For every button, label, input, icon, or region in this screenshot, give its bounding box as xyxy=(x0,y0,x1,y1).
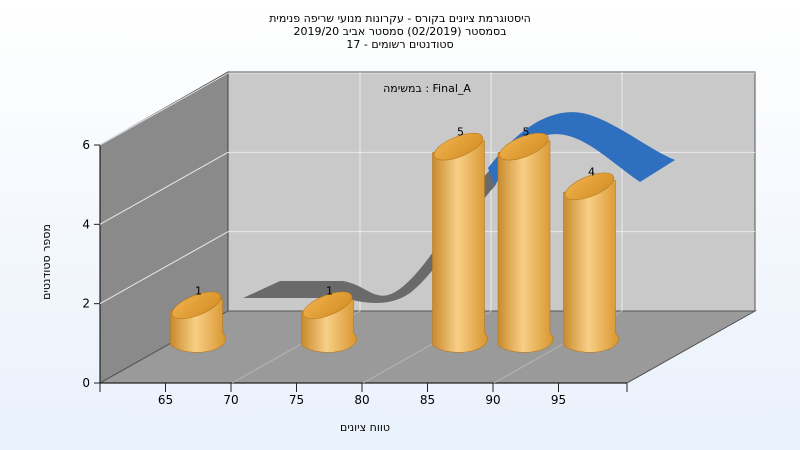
bar-top xyxy=(499,132,549,161)
bar: 1 xyxy=(301,284,357,353)
x-tick-label: 70 xyxy=(223,393,238,407)
chart-title-line-1: היסטוגרמת ציונים בקורס - עקרונות מנועי ש… xyxy=(269,12,531,25)
bars: 1 1 5 5 4 xyxy=(170,126,619,353)
x-tick-label: 95 xyxy=(551,393,566,407)
x-tick-label: 75 xyxy=(289,393,304,407)
bar-value-label: 5 xyxy=(457,126,464,139)
bar-top xyxy=(302,291,353,320)
chart-title-line-3: סטודנטים רשומים - 17 xyxy=(346,38,453,51)
bar-body xyxy=(563,179,619,353)
x-tick-label: 90 xyxy=(485,393,500,407)
curve-back-ribbon xyxy=(243,170,495,303)
bar: 1 xyxy=(170,284,226,353)
side-gridline xyxy=(99,231,229,305)
y-tick-label: 4 xyxy=(82,217,90,231)
bar-top xyxy=(433,132,484,161)
bar-top xyxy=(171,291,222,320)
gridlines xyxy=(99,72,755,384)
y-axis-label: מספר סטודנטים xyxy=(40,224,53,300)
bar-top xyxy=(564,172,615,201)
x-axis-label: טווח ציונים xyxy=(340,421,390,434)
bar-value-label: 4 xyxy=(588,165,595,178)
y-tick-label: 2 xyxy=(82,297,90,311)
bar-value-label: 1 xyxy=(195,284,202,297)
chart-annotation: במשימה : Final_A xyxy=(383,82,471,95)
bar-body xyxy=(497,140,554,353)
x-tick-label: 80 xyxy=(354,393,369,407)
side-gridline xyxy=(99,72,229,146)
x-tick-label: 65 xyxy=(158,393,173,407)
bar: 4 xyxy=(563,165,619,353)
side-gridline xyxy=(99,151,229,225)
distribution-curve xyxy=(243,112,675,303)
x-axis: 65 70 75 80 85 90 95 xyxy=(99,383,628,407)
bar-body xyxy=(432,140,488,353)
bar-value-label: 5 xyxy=(523,126,530,139)
y-tick-label: 0 xyxy=(82,376,90,390)
y-tick-label: 6 xyxy=(82,138,90,152)
bar: 5 xyxy=(432,126,488,353)
chart-title-line-2: בסמסטר (02/2019) סמסטר אביב 2019/20 xyxy=(293,25,506,38)
bar: 5 xyxy=(497,126,554,353)
x-tick-label: 85 xyxy=(420,393,435,407)
bar-value-label: 1 xyxy=(326,284,333,297)
y-axis: 0 2 4 6 xyxy=(82,138,100,390)
curve-front-ribbon xyxy=(488,112,675,186)
